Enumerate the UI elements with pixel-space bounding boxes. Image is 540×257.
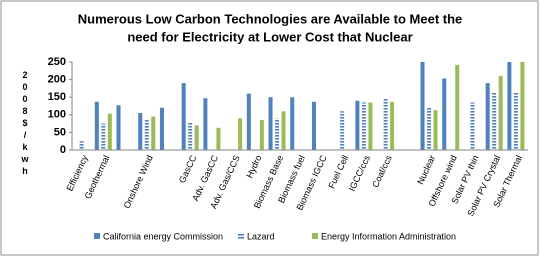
y-tick-label: 0 — [60, 144, 66, 156]
legend-swatch — [94, 233, 100, 239]
bar — [268, 97, 273, 150]
bar — [275, 118, 280, 150]
bar — [355, 100, 360, 150]
bar — [94, 101, 99, 150]
bar — [79, 141, 84, 150]
y-tick-label: 250 — [48, 56, 66, 68]
legend-label: California energy Commission — [103, 231, 223, 241]
bar — [101, 123, 106, 150]
bar — [507, 62, 512, 150]
bar — [383, 98, 388, 150]
bar — [188, 121, 193, 150]
chart-subtitle: need for Electricity at Lower Cost that … — [127, 29, 412, 44]
bar — [390, 101, 395, 150]
legend-swatch — [312, 233, 318, 239]
y-axis-label: 2008$/kwh — [20, 70, 30, 178]
bar — [144, 120, 149, 150]
bar — [492, 91, 497, 150]
bar — [368, 102, 373, 150]
bar — [290, 97, 295, 150]
bar — [513, 91, 518, 150]
bar — [138, 113, 143, 150]
bar — [116, 105, 121, 150]
bar — [470, 102, 475, 150]
bar — [194, 125, 199, 150]
y-tick-label: 50 — [54, 126, 66, 138]
bar — [485, 83, 490, 150]
legend-label: Lazard — [247, 231, 275, 241]
bar — [151, 116, 156, 150]
bar — [433, 110, 438, 150]
bar — [361, 102, 366, 150]
bar — [520, 62, 525, 150]
y-tick-label: 150 — [48, 91, 66, 103]
legend-label: Energy Information Administration — [321, 231, 456, 241]
bar — [216, 127, 221, 150]
bar — [203, 98, 208, 150]
bar — [427, 107, 432, 150]
bar — [442, 78, 447, 150]
bar — [281, 111, 286, 150]
bar — [107, 113, 112, 150]
bar — [159, 107, 164, 150]
chart-title: Numerous Low Carbon Technologies are Ava… — [78, 11, 463, 26]
legend-swatch — [238, 233, 244, 239]
bar — [259, 120, 264, 150]
bar — [311, 101, 316, 150]
bar — [238, 118, 243, 150]
bar — [455, 64, 460, 150]
bar — [246, 93, 251, 150]
bar — [181, 83, 186, 150]
y-tick-label: 100 — [48, 109, 66, 121]
bar — [498, 76, 503, 150]
y-tick-label: 200 — [48, 74, 66, 86]
bar — [420, 62, 425, 150]
bar — [340, 111, 345, 150]
